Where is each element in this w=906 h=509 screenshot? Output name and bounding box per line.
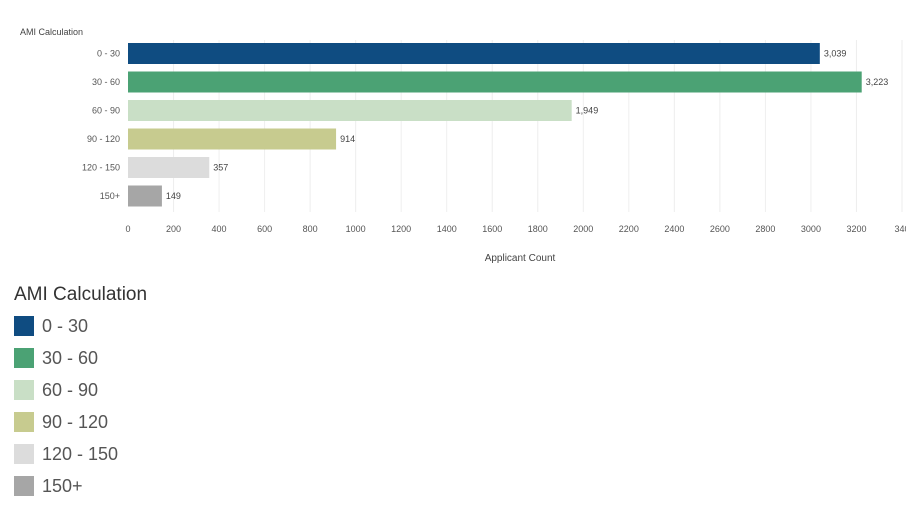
legend-item: 60 - 90 [14,374,147,406]
bar [128,100,572,121]
gridlines [173,40,903,212]
legend-item: 150+ [14,470,147,502]
bar [128,43,820,64]
category-labels: 0 - 30 30 - 60 60 - 90 90 - 120 120 - 150 150… [82,49,120,202]
x-tick-label: 2000 [573,224,593,234]
legend-swatch [14,316,34,336]
legend-item: 0 - 30 [14,310,147,342]
legend-swatch [14,476,34,496]
category-label: 60 - 90 [92,106,120,116]
x-axis-label: Applicant Count [485,253,556,264]
legend-swatch [14,444,34,464]
bar [128,71,862,93]
legend-label: 60 - 90 [42,379,99,400]
x-tick-label: 1400 [437,224,457,234]
data-label: 1,949 [576,106,599,116]
x-tick-label: 2600 [710,224,730,234]
x-tick-label: 340 [894,224,906,234]
legend-label: 120 - 150 [42,443,119,464]
x-tick-label: 3000 [801,224,821,234]
data-labels: 3,039 3,223 1,949 914 357 149 [166,49,888,202]
bar [128,128,337,150]
data-label: 3,223 [866,77,889,87]
x-tick-label: 1800 [528,224,548,234]
data-label: 914 [340,134,355,144]
bars [128,43,862,207]
data-label: 357 [213,163,228,173]
category-label: 120 - 150 [82,163,120,173]
legend-label: 30 - 60 [42,347,99,368]
row-header: AMI Calculation [20,27,83,37]
x-tick-label: 200 [166,224,181,234]
x-tick-label: 1200 [391,224,411,234]
legend-swatch [14,348,34,368]
legend-items: 0 - 30 30 - 60 60 - 90 90 - 120 120 - 150 150… [14,310,147,502]
legend-label: 0 - 30 [42,315,89,336]
bar-chart: AMI Calculation 0 - 30 30 - 60 60 - 90 90 -… [20,27,906,264]
data-label: 149 [166,191,181,201]
category-label: 30 - 60 [92,77,120,87]
x-tick-label: 600 [257,224,272,234]
category-label: 90 - 120 [87,134,120,144]
legend-label: 150+ [42,475,83,496]
data-label: 3,039 [824,49,847,59]
x-tick-label: 400 [212,224,227,234]
x-tick-label: 800 [303,224,318,234]
x-tick-label: 2800 [755,224,775,234]
bar [128,157,210,178]
category-label: 0 - 30 [97,49,120,59]
legend-label: 90 - 120 [42,411,109,432]
x-tick-label: 2200 [619,224,639,234]
x-axis-ticks: 0 200 400 600 800 1000 1200 1400 1600 1800 2000 220… [125,224,906,234]
x-tick-label: 1600 [482,224,502,234]
legend-swatch [14,380,34,400]
x-tick-label: 2400 [664,224,684,234]
legend-title: AMI Calculation [14,284,148,305]
legend-item: 90 - 120 [14,406,147,438]
x-tick-label: 1000 [346,224,366,234]
category-label: 150+ [100,191,120,201]
legend-item: 120 - 150 [14,438,147,470]
legend-item: 30 - 60 [14,342,147,374]
legend-swatch [14,412,34,432]
x-tick-label: 3200 [846,224,866,234]
x-tick-label: 0 [125,224,130,234]
bar [128,185,162,207]
legend: AMI Calculation 0 - 30 30 - 60 60 - 90 90 -… [14,284,147,502]
